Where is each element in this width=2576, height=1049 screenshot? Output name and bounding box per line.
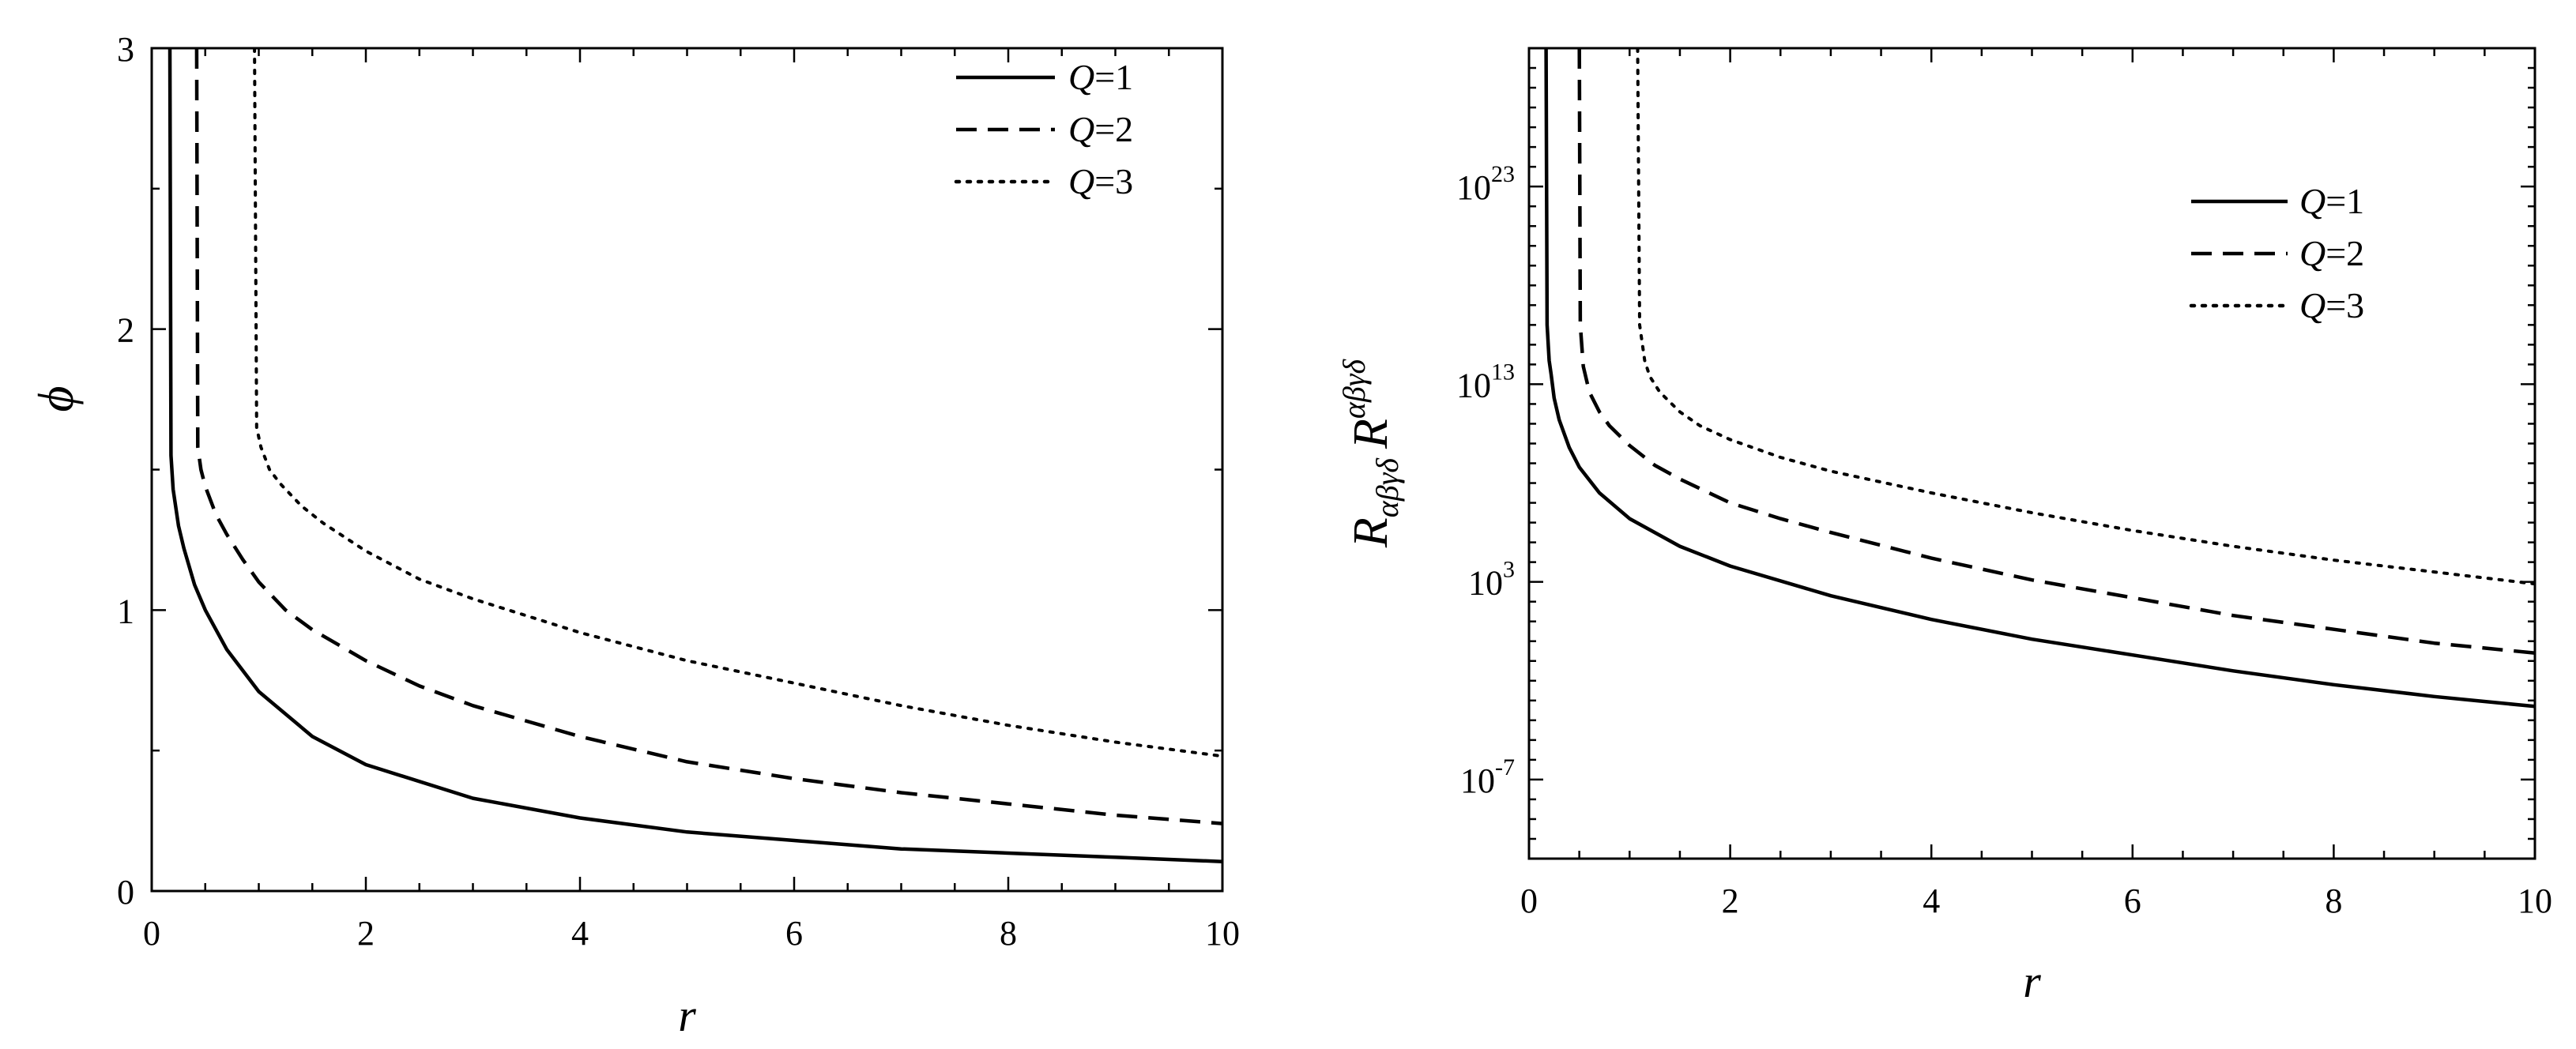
x-tick-label: 6	[2124, 882, 2141, 920]
plot-frame	[1527, 47, 2536, 860]
y-tick-label: 3	[117, 30, 134, 69]
legend: Q=1 Q=2 Q=3	[954, 57, 1133, 201]
y-tick-label: 2	[117, 311, 134, 350]
legend-label: Q=1	[1068, 57, 1133, 97]
legend-label: Q=3	[2299, 285, 2364, 325]
series-line-q1	[168, 48, 1222, 863]
legend-label: Q=2	[2299, 233, 2364, 273]
legend-label: Q=2	[1068, 109, 1133, 149]
x-axis-label: r	[2023, 956, 2041, 1007]
chart-right-kretschmann: 0 2 4 6 8 10 10-7 103 1013 1023 Q=1 Q=2 Q=3 r RαβγδRαβ…	[1336, 47, 2552, 1007]
series-line-q3	[253, 48, 1222, 758]
y-tick-label: 0	[117, 873, 134, 912]
x-tick-label: 6	[785, 914, 803, 953]
y-tick-label: 1023	[1456, 161, 1515, 207]
x-tick-label: 4	[1923, 882, 1940, 920]
series-line-q2	[194, 48, 1222, 825]
y-tick-label: 10-7	[1460, 754, 1515, 800]
x-tick-label: 8	[2325, 882, 2342, 920]
legend-label: Q=1	[2299, 181, 2364, 221]
series-group	[168, 48, 1222, 863]
x-tick-label: 10	[2518, 882, 2552, 920]
series-group	[1544, 48, 2535, 709]
plot-frame	[150, 47, 1224, 893]
x-tick-label: 4	[571, 914, 589, 953]
y-axis-label: ϕ	[28, 385, 84, 412]
legend: Q=1 Q=2 Q=3	[2189, 181, 2364, 325]
legend-label: Q=3	[1068, 161, 1133, 201]
y-tick-label: 103	[1468, 557, 1515, 603]
y-tick-label: 1	[117, 592, 134, 630]
chart-left-phi: 0 2 4 6 8 10 0 1 2 3 Q=1 Q=2 Q=3 r ϕ	[28, 30, 1240, 1041]
y-axis-label: RαβγδRαβγδ	[1336, 358, 1405, 548]
series-line-q2	[1577, 48, 2535, 655]
x-tick-label: 8	[1000, 914, 1017, 953]
x-tick-label: 0	[143, 914, 160, 953]
x-tick-label: 10	[1205, 914, 1240, 953]
x-tick-label: 2	[357, 914, 375, 953]
x-tick-label: 2	[1722, 882, 1739, 920]
series-line-q1	[1544, 48, 2535, 709]
y-tick-label: 1013	[1456, 359, 1515, 404]
x-axis-label: r	[678, 990, 696, 1041]
x-tick-label: 0	[1520, 882, 1538, 920]
series-line-q3	[1636, 48, 2535, 586]
